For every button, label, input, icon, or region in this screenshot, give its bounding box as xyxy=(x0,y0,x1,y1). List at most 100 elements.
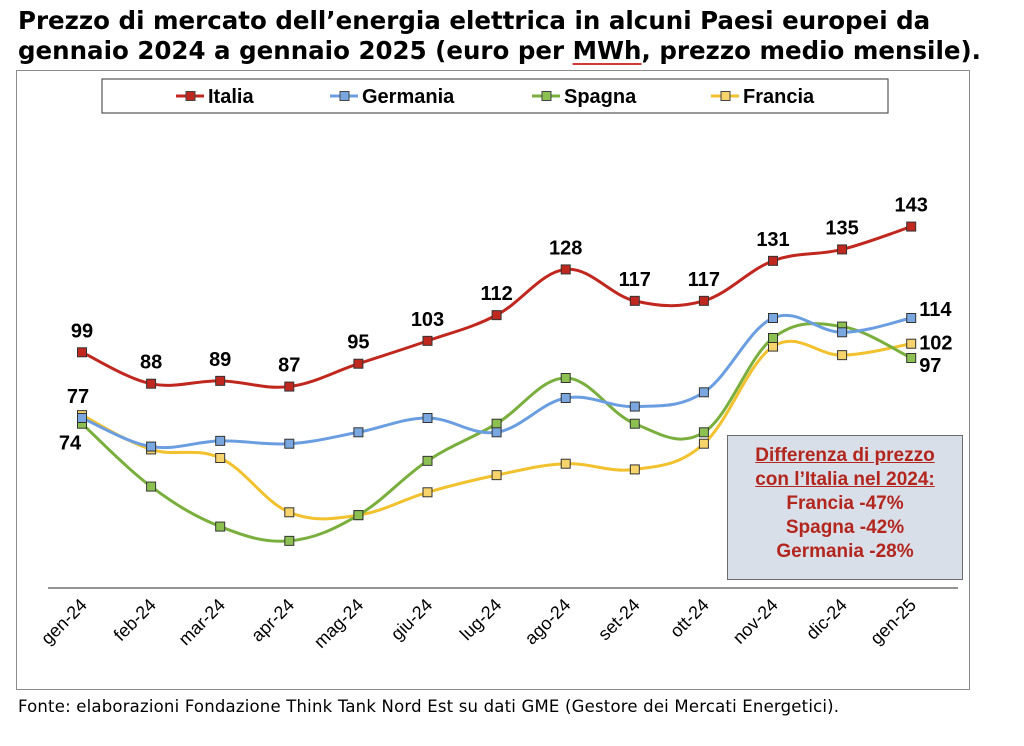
x-tick-label: dic-24 xyxy=(802,595,851,644)
x-tick-label: feb-24 xyxy=(110,595,160,645)
data-label-germania: 114 xyxy=(919,299,952,321)
data-point-spagna xyxy=(422,455,433,466)
x-tick-label: mar-24 xyxy=(175,595,229,649)
data-label-italia: 95 xyxy=(347,332,369,354)
data-label-italia: 131 xyxy=(756,229,789,251)
x-tick-label: gen-24 xyxy=(37,595,91,649)
data-point-germania xyxy=(906,313,917,323)
title-line-1: Prezzo di mercato dell’energia elettrica… xyxy=(18,6,931,35)
data-point-francia xyxy=(698,438,709,449)
data-point-italia xyxy=(698,295,709,306)
note-line-spagna: Spagna -42% xyxy=(785,517,905,538)
legend-label-italia: Italia xyxy=(208,86,254,108)
data-point-germania xyxy=(837,327,848,338)
data-point-francia xyxy=(215,453,226,463)
data-label-italia: 117 xyxy=(688,269,720,291)
data-point-italia xyxy=(629,295,640,306)
data-point-francia xyxy=(906,338,917,349)
x-tick-label: gen-25 xyxy=(866,595,920,649)
chart-frame xyxy=(16,70,970,690)
data-point-spagna xyxy=(353,510,364,521)
data-point-francia xyxy=(560,458,571,469)
legend-label-germania: Germania xyxy=(362,86,455,108)
x-tick-label: nov-24 xyxy=(729,595,782,648)
data-label-italia: 128 xyxy=(549,237,582,259)
data-point-francia xyxy=(768,341,778,352)
data-point-italia xyxy=(768,255,778,266)
data-point-germania xyxy=(422,413,433,423)
data-label-italia: 112 xyxy=(480,283,512,305)
data-point-germania xyxy=(560,393,571,403)
data-point-italia xyxy=(146,378,157,389)
data-point-italia xyxy=(284,381,295,392)
note-line-francia: Francia -47% xyxy=(786,493,904,514)
data-point-italia xyxy=(491,310,502,321)
legend-label-francia: Francia xyxy=(743,86,815,108)
data-point-spagna xyxy=(284,535,295,546)
legend-box xyxy=(101,78,889,114)
data-point-italia xyxy=(422,335,433,346)
x-tick-label: ott-24 xyxy=(666,595,713,642)
legend-marker-francia xyxy=(720,91,731,101)
data-label-italia: 99 xyxy=(71,320,93,342)
data-point-germania xyxy=(215,435,226,446)
data-label-italia: 103 xyxy=(411,309,444,331)
data-point-francia xyxy=(629,464,640,475)
legend-marker-germania xyxy=(339,91,350,101)
data-label-italia: 135 xyxy=(825,217,858,239)
data-point-spagna xyxy=(491,418,502,429)
note-heading-1: Differenza di prezzo xyxy=(755,445,935,466)
data-point-spagna xyxy=(560,373,571,383)
note-heading-2: con l’Italia nel 2024: xyxy=(755,469,935,490)
data-point-germania xyxy=(629,401,640,412)
data-label-spagna: 97 xyxy=(919,355,941,377)
data-point-spagna xyxy=(906,353,917,363)
x-tick-label: mag-24 xyxy=(310,595,367,652)
data-label-italia: 143 xyxy=(895,195,928,217)
data-point-germania xyxy=(284,438,295,449)
data-point-spagna xyxy=(629,418,640,429)
legend-marker-spagna xyxy=(541,91,552,101)
note-box: Differenza di prezzo con l’Italia nel 20… xyxy=(727,435,963,580)
data-point-spagna xyxy=(146,481,157,492)
note-line-germania: Germania -28% xyxy=(776,541,914,562)
chart-title: Prezzo di mercato dell’energia elettrica… xyxy=(18,6,1008,66)
data-label-francia: 102 xyxy=(919,333,952,355)
data-label-italia: 89 xyxy=(209,349,231,371)
data-label-italia: 88 xyxy=(140,352,162,374)
legend-marker-italia xyxy=(185,91,196,101)
x-tick-label: apr-24 xyxy=(247,595,298,646)
data-point-germania xyxy=(491,427,502,438)
data-label-spagna: 74 xyxy=(59,433,82,455)
data-point-germania xyxy=(146,441,157,452)
data-point-spagna xyxy=(215,521,226,532)
data-point-francia xyxy=(284,507,295,518)
source-note: Fonte: elaborazioni Fondazione Think Tan… xyxy=(18,697,840,716)
data-point-francia xyxy=(491,470,502,481)
data-label-italia: 117 xyxy=(619,269,651,291)
x-tick-label: set-24 xyxy=(594,595,644,645)
data-point-italia xyxy=(353,358,364,369)
x-tick-label: giu-24 xyxy=(387,595,437,645)
data-point-italia xyxy=(560,264,571,275)
data-label-italia: 87 xyxy=(278,355,300,377)
data-label-francia: 77 xyxy=(67,386,89,408)
data-point-italia xyxy=(215,375,226,386)
data-point-italia xyxy=(837,244,848,255)
data-point-germania xyxy=(77,413,87,423)
data-point-germania xyxy=(698,387,709,398)
data-point-francia xyxy=(837,350,848,361)
title-unit: MWh xyxy=(572,36,642,65)
data-point-spagna xyxy=(698,427,709,438)
data-point-italia xyxy=(77,347,87,358)
x-tick-label: lug-24 xyxy=(456,595,506,645)
data-point-italia xyxy=(906,221,917,232)
data-point-germania xyxy=(353,427,364,438)
title-line-2: gennaio 2024 a gennaio 2025 (euro per MW… xyxy=(18,36,981,65)
data-point-francia xyxy=(422,487,433,498)
legend-label-spagna: Spagna xyxy=(564,86,637,108)
x-tick-label: ago-24 xyxy=(521,595,575,649)
data-point-spagna xyxy=(768,333,778,343)
data-point-germania xyxy=(768,313,778,323)
